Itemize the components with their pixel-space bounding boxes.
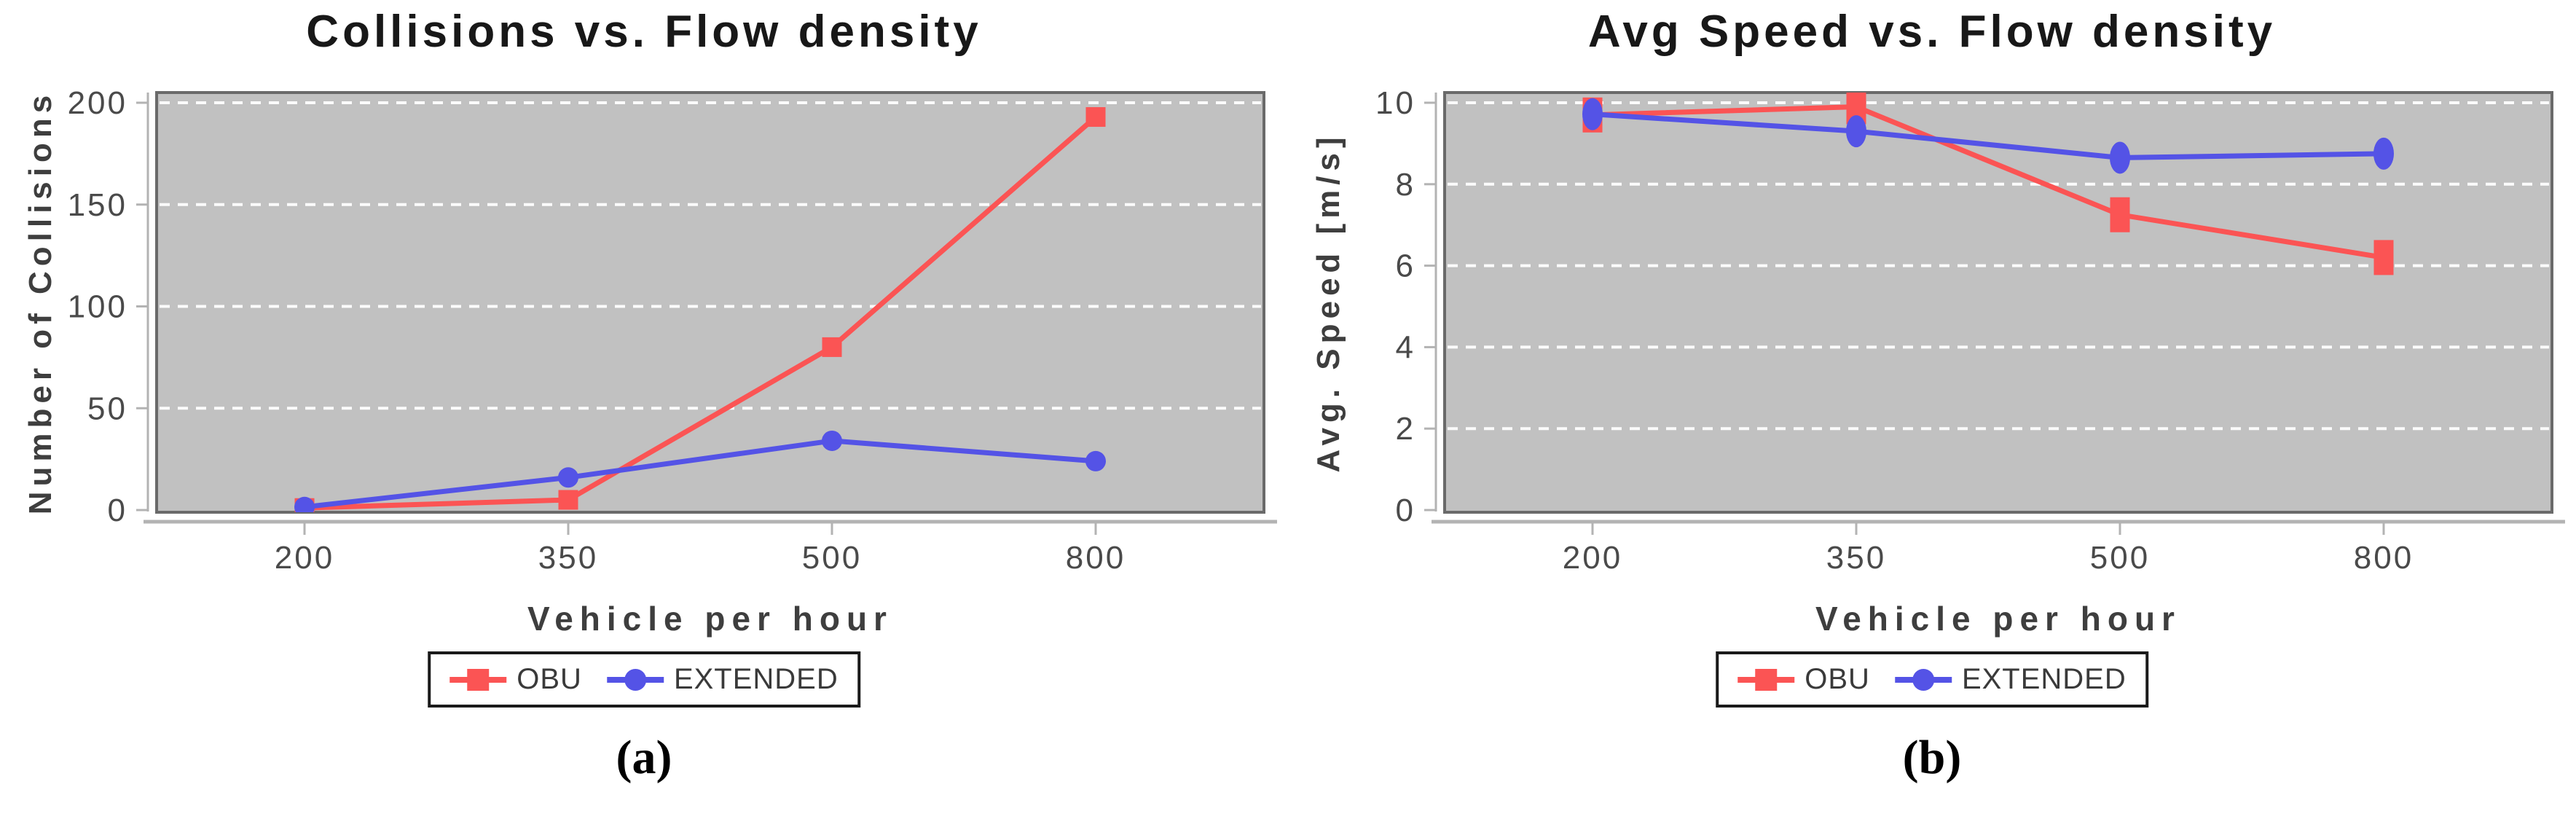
legend-label-extended: EXTENDED [673,663,839,695]
legend-item-obu: OBU [1737,663,1870,696]
marker-circle-extended [2373,137,2394,170]
legend-a: OBU EXTENDED [428,651,860,708]
extended-circle-marker-icon [606,664,664,696]
series-line-extended [1592,111,2384,160]
square-marker-icon [467,668,490,691]
marker-circle-extended [558,467,578,488]
x-tick-label: 350 [538,540,598,576]
marker-square-obu [1085,107,1106,128]
series-line-obu [1592,104,2384,260]
y-tick-label: 0 [1396,493,1415,528]
plot-area-b: 0 2 4 6 8 10 200 350 500 800 [1375,85,2565,576]
y-tick-label: 2 [1396,411,1415,447]
x-tick-label: 800 [2354,540,2414,576]
legend-b: OBU EXTENDED [1716,651,2148,708]
y-tick-label: 200 [68,85,127,121]
legend-label-extended: EXTENDED [1961,663,2127,695]
legend-label-obu: OBU [517,663,582,695]
x-tick-label: 350 [1826,540,1886,576]
series-line-extended [304,438,1096,510]
x-tick-label: 800 [1066,540,1126,576]
panel-b: Avg Speed vs. Flow density Avg. Speed [m… [1288,0,2576,819]
circle-marker-icon [624,668,646,691]
marker-circle-extended [822,430,842,451]
marker-square-obu [2110,197,2130,232]
x-axis-label-b: Vehicle per hour [1815,600,2181,638]
y-tick-label: 150 [68,187,127,223]
legend-item-extended: EXTENDED [1894,663,2127,696]
y-tick-label: 4 [1396,329,1415,365]
obu-square-marker-icon [449,664,507,696]
circle-marker-icon [1912,668,1934,691]
square-marker-icon [1755,668,1778,691]
x-tick-label: 200 [1563,540,1622,576]
panel-a: Collisions vs. Flow density Number of Co… [23,7,1277,784]
x-tick-label: 500 [2090,540,2150,576]
legend-item-obu: OBU [449,663,582,696]
y-tick-label: 10 [1375,85,1415,121]
y-tick-label: 50 [87,391,127,426]
series-group [294,107,1106,512]
x-tick-label: 200 [275,540,334,576]
marker-circle-extended [2110,141,2130,174]
marker-circle-extended [1846,115,1866,148]
marker-circle-extended [1582,98,1603,130]
series-line-obu [304,114,1098,511]
extended-circle-marker-icon [1894,664,1952,696]
obu-square-marker-icon [1737,664,1795,696]
marker-square-obu [558,490,578,510]
marker-circle-extended [294,496,315,512]
y-tick-label: 6 [1396,248,1415,284]
marker-square-obu [822,337,842,357]
series-group [1582,93,2394,275]
plot-background [155,91,1265,514]
y-tick-label: 100 [68,289,127,325]
chart-title-b: Avg Speed vs. Flow density [1587,7,2277,57]
y-tick-label: 0 [108,493,127,528]
legend-item-extended: EXTENDED [606,663,839,696]
plot-area-a: 0 50 100 150 200 200 350 500 800 [68,85,1277,576]
y-tick-label: 8 [1396,167,1415,203]
x-tick-label: 500 [802,540,862,576]
marker-circle-extended [1085,450,1106,471]
x-axis-label-a: Vehicle per hour [527,600,893,638]
legend-label-obu: OBU [1805,663,1870,695]
panel-caption-b: (b) [1902,731,1962,784]
chart-title-a: Collisions vs. Flow density [306,7,982,57]
marker-square-obu [2373,240,2394,275]
panel-caption-a: (a) [616,731,672,784]
